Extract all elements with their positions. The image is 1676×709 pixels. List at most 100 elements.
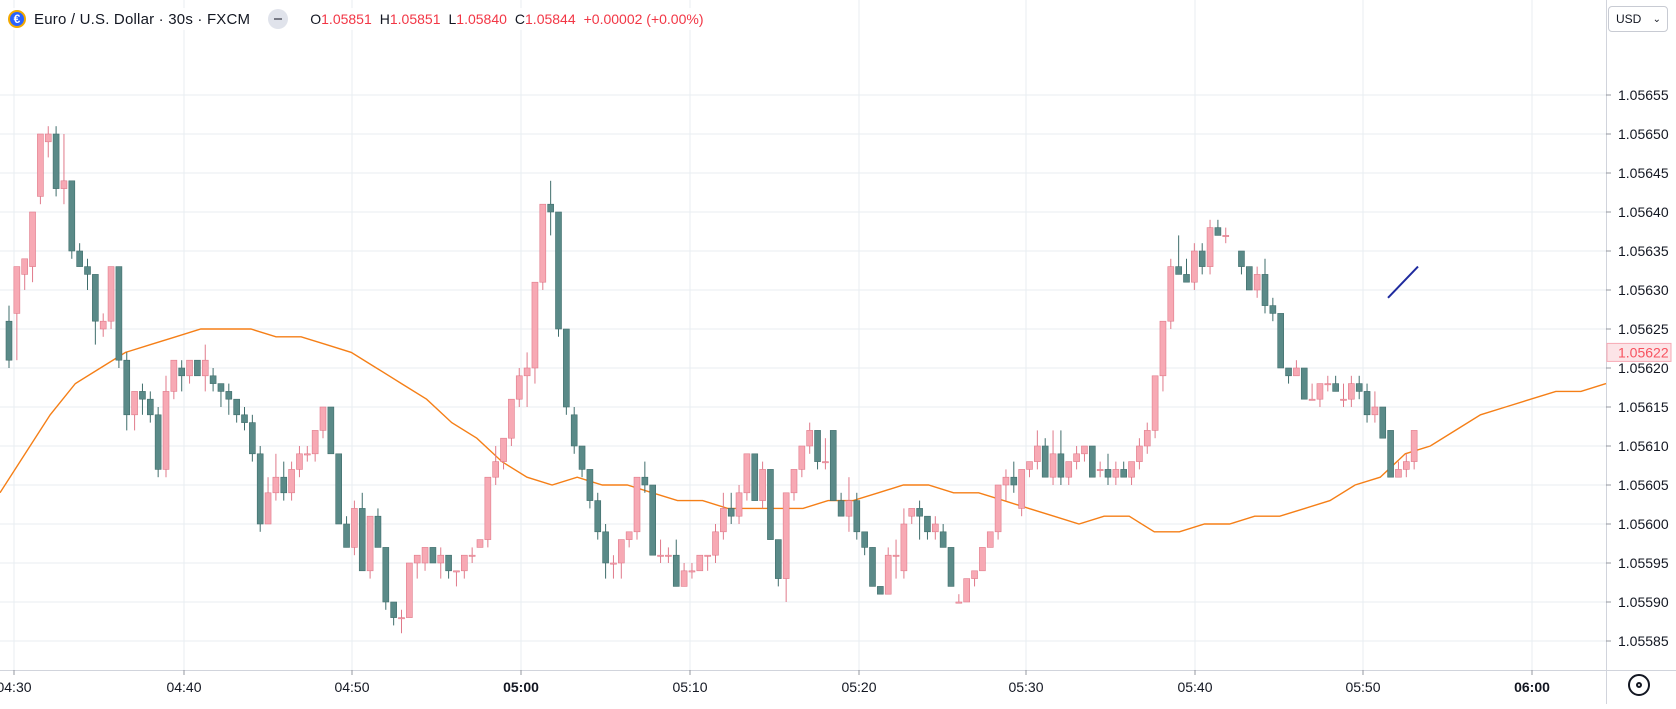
candle-body <box>1395 469 1402 478</box>
trend-line[interactable] <box>1387 265 1419 299</box>
candle-body <box>1104 469 1112 478</box>
candle-body <box>515 375 523 400</box>
candle-body <box>853 500 861 533</box>
candle-body <box>60 180 68 189</box>
candle-up <box>303 446 311 462</box>
candle-body <box>343 523 350 548</box>
candle-body <box>979 547 986 572</box>
candle-down <box>672 539 680 587</box>
candle-body <box>225 391 233 400</box>
candle-body <box>1308 398 1316 401</box>
symbol-title[interactable]: Euro / U.S. Dollar · 30s · FXCM <box>34 10 251 28</box>
collapse-button[interactable] <box>268 9 289 29</box>
candle-up <box>531 281 539 384</box>
candle-up <box>1191 243 1198 290</box>
candle-down <box>5 305 13 368</box>
candle-down <box>225 383 233 415</box>
candle-up <box>468 547 476 563</box>
candle-body <box>1238 250 1245 267</box>
price-axis[interactable]: 1.05655 1.05650 1.05645 1.05640 1.05635 1.056… <box>1606 0 1672 704</box>
candle-body <box>735 492 743 517</box>
candle-body <box>955 601 963 604</box>
trend-line-drawing[interactable] <box>1387 265 1419 299</box>
candle-body <box>1253 274 1261 291</box>
candle-down <box>1175 235 1182 275</box>
candle-body <box>123 359 131 416</box>
candle-body <box>264 492 272 525</box>
candle-up <box>1410 430 1418 470</box>
time-tick-label: 05:30 <box>1008 679 1043 695</box>
candle-body <box>413 554 421 564</box>
candle-body <box>241 414 248 423</box>
candle-body <box>845 500 853 517</box>
candle-body <box>751 453 759 501</box>
candle-body <box>924 515 931 533</box>
candle-up <box>979 547 986 572</box>
candle-body <box>563 328 570 408</box>
candle-body <box>52 133 60 189</box>
high-label: H <box>379 11 390 27</box>
candle-down <box>84 258 91 290</box>
candle-up <box>900 508 908 579</box>
candle-body <box>1355 383 1363 392</box>
time-tick-label: 04:50 <box>334 679 369 695</box>
candle-up <box>99 313 107 337</box>
moving-average-layer <box>0 328 1607 533</box>
candle-up <box>21 258 29 290</box>
settings-icon[interactable] <box>1628 674 1650 696</box>
euro-flag-icon: € <box>8 10 26 28</box>
candle-up <box>406 562 413 618</box>
candle-down <box>343 516 350 548</box>
candle-down <box>92 274 99 345</box>
candle-up <box>170 359 178 400</box>
candle-body <box>877 586 884 595</box>
candle-body <box>1018 469 1025 509</box>
candle-up <box>735 485 743 524</box>
candle-up <box>1151 375 1159 439</box>
candle-body <box>209 375 217 384</box>
close-value: 1.05844 <box>525 11 576 27</box>
candle-up <box>1324 375 1332 392</box>
candle-body <box>602 531 609 564</box>
candle-up <box>790 469 798 501</box>
candle-body <box>539 203 547 283</box>
candle-up <box>366 515 374 579</box>
candle-body <box>1277 313 1284 369</box>
current-price-marker <box>1606 342 1672 362</box>
candle-down <box>649 484 657 556</box>
candle-up <box>398 609 405 634</box>
candle-up <box>508 398 515 446</box>
candle-down <box>641 461 649 493</box>
candle-down <box>1041 438 1049 478</box>
candle-up <box>1206 219 1214 275</box>
candle-up <box>500 437 507 470</box>
time-tick-label: 05:40 <box>1177 679 1212 695</box>
time-tick-label: 05:10 <box>672 679 707 695</box>
candle-down <box>924 515 931 540</box>
candle-body <box>1403 461 1410 470</box>
candle-down <box>877 586 884 595</box>
candle-up <box>484 476 492 548</box>
candle-down <box>916 500 923 540</box>
candle-up <box>1253 266 1261 298</box>
candle-down <box>1355 375 1363 400</box>
candle-body <box>476 539 484 548</box>
candle-down <box>727 492 735 524</box>
candle-body <box>900 523 908 572</box>
candle-down <box>1332 375 1339 392</box>
candle-body <box>484 476 492 540</box>
candle-body <box>523 367 531 377</box>
candle-body <box>994 484 1002 533</box>
candle-body <box>319 406 327 431</box>
time-axis[interactable]: 04:30 04:40 04:50 05:00 05:10 05:20 05:30 05:40… <box>0 670 1676 695</box>
candle-body <box>1293 367 1300 377</box>
candle-up <box>1340 383 1347 407</box>
candle-body <box>570 414 578 447</box>
candle-down <box>853 492 861 540</box>
candle-body <box>398 617 405 620</box>
candle-up <box>884 547 892 595</box>
currency-selector[interactable]: USD ⌄ <box>1608 6 1668 32</box>
candle-body <box>351 508 358 548</box>
